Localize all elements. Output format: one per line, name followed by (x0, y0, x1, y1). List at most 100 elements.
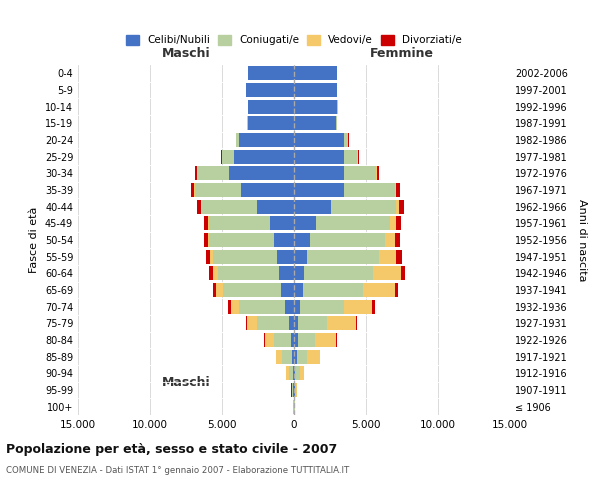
Text: Maschi: Maschi (161, 376, 211, 390)
Bar (385, 233, 395, 247)
Bar (301, 300, 344, 314)
Bar (294, 316, 298, 330)
Bar (376, 166, 377, 180)
Bar (310, 233, 385, 247)
Bar (295, 383, 296, 397)
Bar (304, 266, 373, 280)
Bar (344, 150, 358, 164)
Bar (395, 183, 396, 197)
Bar (396, 216, 401, 230)
Bar (239, 133, 294, 147)
Bar (289, 316, 294, 330)
Bar (265, 333, 274, 347)
Bar (336, 116, 337, 130)
Text: COMUNE DI VENEZIA - Dati ISTAT 1° gennaio 2007 - Elaborazione TUTTITALIA.IT: COMUNE DI VENEZIA - Dati ISTAT 1° gennai… (6, 466, 349, 475)
Bar (213, 283, 216, 297)
Bar (391, 216, 396, 230)
Bar (294, 200, 331, 214)
Bar (294, 66, 337, 80)
Bar (294, 350, 297, 364)
Bar (302, 283, 363, 297)
Bar (396, 250, 402, 264)
Bar (293, 383, 294, 397)
Bar (239, 300, 286, 314)
Bar (292, 350, 294, 364)
Bar (294, 383, 295, 397)
Bar (294, 233, 310, 247)
Legend: Celibi/Nubili, Coniugati/e, Vedovi/e, Divorziati/e: Celibi/Nubili, Coniugati/e, Vedovi/e, Di… (126, 35, 462, 45)
Bar (294, 250, 307, 264)
Bar (363, 283, 395, 297)
Bar (377, 166, 379, 180)
Bar (373, 266, 401, 280)
Bar (282, 350, 292, 364)
Bar (269, 216, 294, 230)
Bar (248, 100, 294, 114)
Bar (286, 300, 294, 314)
Bar (379, 250, 396, 264)
Bar (209, 216, 269, 230)
Bar (202, 200, 257, 214)
Bar (344, 133, 348, 147)
Y-axis label: Anni di nascita: Anni di nascita (577, 198, 587, 281)
Bar (316, 216, 391, 230)
Bar (373, 300, 374, 314)
Bar (274, 233, 294, 247)
Bar (277, 250, 294, 264)
Bar (297, 350, 307, 364)
Bar (211, 250, 214, 264)
Text: Popolazione per età, sesso e stato civile - 2007: Popolazione per età, sesso e stato civil… (6, 442, 337, 456)
Bar (214, 250, 277, 264)
Bar (294, 366, 295, 380)
Bar (294, 333, 298, 347)
Bar (296, 383, 297, 397)
Bar (236, 133, 239, 147)
Bar (298, 316, 327, 330)
Bar (294, 183, 344, 197)
Bar (276, 350, 282, 364)
Bar (203, 233, 208, 247)
Bar (307, 250, 379, 264)
Bar (289, 366, 293, 380)
Bar (294, 116, 336, 130)
Bar (229, 300, 230, 314)
Bar (395, 233, 400, 247)
Bar (294, 83, 337, 97)
Bar (295, 366, 300, 380)
Bar (292, 383, 293, 397)
Bar (294, 283, 302, 297)
Bar (195, 166, 197, 180)
Bar (327, 316, 356, 330)
Text: Femmine: Femmine (370, 47, 434, 60)
Bar (396, 183, 400, 197)
Bar (257, 316, 289, 330)
Bar (247, 116, 248, 130)
Bar (191, 183, 194, 197)
Bar (204, 216, 208, 230)
Bar (399, 200, 404, 214)
Bar (294, 150, 344, 164)
Bar (223, 283, 281, 297)
Bar (230, 300, 239, 314)
Bar (233, 150, 294, 164)
Bar (209, 266, 214, 280)
Bar (206, 250, 211, 264)
Bar (294, 266, 304, 280)
Bar (229, 166, 294, 180)
Y-axis label: Fasce di età: Fasce di età (29, 207, 39, 273)
Bar (248, 66, 294, 80)
Bar (344, 166, 376, 180)
Bar (395, 283, 398, 297)
Bar (241, 183, 294, 197)
Bar (286, 366, 289, 380)
Bar (218, 266, 279, 280)
Bar (247, 316, 257, 330)
Bar (294, 133, 344, 147)
Bar (307, 350, 320, 364)
Bar (222, 150, 233, 164)
Bar (294, 100, 337, 114)
Bar (298, 333, 315, 347)
Bar (208, 216, 209, 230)
Bar (315, 333, 337, 347)
Bar (291, 333, 294, 347)
